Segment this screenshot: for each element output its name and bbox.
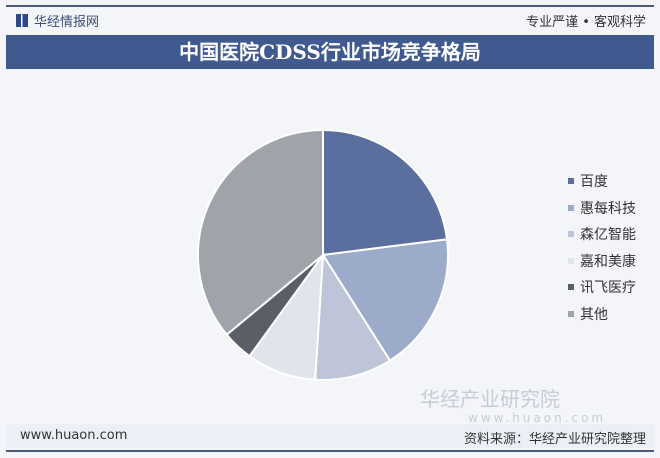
chart-title: 中国医院CDSS行业市场竞争格局: [6, 35, 654, 69]
legend-swatch: [568, 257, 574, 264]
legend: 百度惠每科技森亿智能嘉和美康讯飞医疗其他: [568, 168, 636, 327]
legend-item: 森亿智能: [568, 221, 636, 248]
legend-item: 其他: [568, 301, 636, 328]
footer: www.huaon.com 资料来源：华经产业研究院整理: [6, 424, 654, 448]
pie-slice-0: [322, 128, 449, 257]
pie-slice-5: [197, 128, 324, 337]
legend-swatch: [568, 204, 574, 211]
pie-slice-2: [314, 251, 392, 381]
footer-source: 资料来源：华经产业研究院整理: [463, 432, 646, 447]
legend-label: 嘉和美康: [580, 253, 636, 270]
top-rule: [6, 5, 654, 7]
legend-item: 讯飞医疗: [568, 274, 636, 301]
footer-url: www.huaon.com: [20, 428, 128, 443]
legend-label: 惠每科技: [580, 200, 636, 217]
brand: 华经情报网: [16, 11, 99, 30]
legend-item: 百度: [568, 168, 636, 195]
legend-item: 嘉和美康: [568, 248, 636, 275]
legend-swatch: [568, 231, 574, 238]
pie-slice-1: [321, 238, 449, 362]
legend-item: 惠每科技: [568, 195, 636, 222]
legend-label: 森亿智能: [580, 227, 636, 244]
legend-swatch: [568, 178, 574, 185]
legend-swatch: [568, 310, 574, 317]
watermark-name: 华经产业研究院: [420, 387, 560, 411]
watermark-url: www.huaon.com: [468, 411, 607, 425]
motto: 专业严谨 • 客观科学: [526, 15, 646, 30]
legend-label: 其他: [580, 306, 608, 323]
legend-label: 百度: [580, 174, 608, 191]
logo-icon: [16, 14, 28, 27]
legend-label: 讯飞医疗: [580, 280, 636, 297]
brand-name: 华经情报网: [34, 15, 100, 30]
legend-swatch: [568, 284, 574, 291]
bottom-rule: [6, 450, 654, 452]
